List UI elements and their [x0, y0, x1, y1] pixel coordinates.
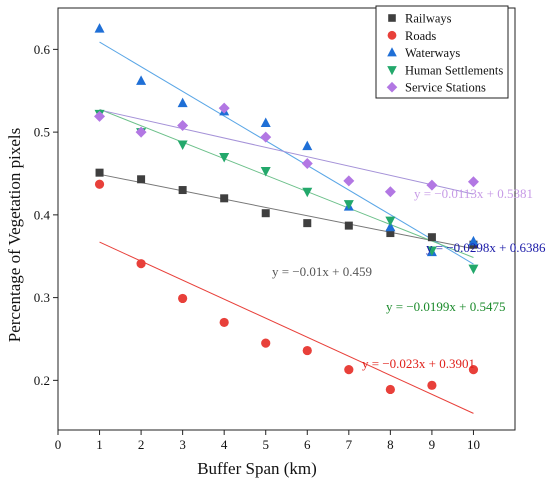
trend-line-roads: [99, 241, 474, 414]
data-point-human-settlements: [219, 152, 230, 163]
data-point-railways: [220, 194, 229, 203]
x-tick-label: 5: [262, 437, 269, 452]
x-tick-label: 6: [304, 437, 311, 452]
data-point-waterways: [260, 117, 271, 128]
trend-equations: y = −0.01x + 0.459 y = −0.023x + 0.3901 y …: [272, 186, 546, 371]
x-tick-label: 9: [429, 437, 436, 452]
x-tick-label: 10: [467, 437, 480, 452]
trend-equation-waterways: y = −0.0298x + 0.6386: [426, 240, 546, 255]
data-point-service-stations: [218, 102, 230, 114]
data-point-railways: [261, 209, 270, 218]
legend-marker-human-settlements: [387, 66, 397, 76]
legend-marker-waterways: [387, 47, 397, 57]
legend-marker-railways: [388, 14, 396, 22]
trend-line-waterways: [99, 41, 474, 265]
trend-line-service-stations: [99, 109, 474, 195]
data-points: [94, 23, 479, 395]
data-point-roads: [261, 338, 271, 348]
y-tick-label: 0.6: [34, 42, 51, 57]
y-tick-label: 0.2: [34, 373, 50, 388]
data-point-service-stations: [343, 175, 355, 187]
x-tick-label: 7: [346, 437, 353, 452]
legend: Railways Roads Waterways Human Settlements S…: [375, 5, 509, 99]
data-point-roads: [94, 179, 105, 189]
axes: 0 1 2 3 4 5 6 7 8 9 10 0.2 0.3 0.4 0.5 0.6: [34, 7, 516, 452]
data-point-service-stations: [177, 119, 189, 131]
data-point-waterways: [302, 140, 313, 151]
x-tick-label: 4: [221, 437, 228, 452]
data-point-human-settlements: [468, 264, 479, 275]
y-axis-title: Percentage of Vegetation pixels: [5, 128, 24, 342]
data-point-human-settlements: [260, 167, 271, 177]
legend-marker-service-stations: [386, 81, 398, 93]
trend-equation-human-settlements: y = −0.0199x + 0.5475: [386, 299, 506, 314]
plot-frame: [57, 7, 516, 431]
x-tick-label: 2: [138, 437, 145, 452]
data-point-railways: [344, 221, 353, 230]
data-point-roads: [302, 345, 312, 356]
data-point-service-stations: [467, 176, 479, 188]
data-point-roads: [219, 317, 229, 328]
data-point-human-settlements: [177, 140, 188, 151]
data-point-railways: [137, 175, 146, 184]
legend-label-roads: Roads: [405, 29, 436, 43]
data-point-service-stations: [135, 126, 147, 138]
x-tick-label: 8: [387, 437, 394, 452]
y-tick-label: 0.5: [34, 125, 50, 140]
legend-box: [375, 5, 509, 99]
data-point-waterways: [136, 75, 147, 85]
data-point-service-stations: [301, 158, 313, 170]
data-point-roads: [178, 293, 188, 304]
data-point-railways: [386, 229, 395, 238]
data-point-service-stations: [426, 179, 438, 191]
data-point-waterways: [468, 235, 479, 246]
data-point-roads: [427, 380, 437, 390]
trend-equation-roads: y = −0.023x + 0.3901: [362, 356, 475, 371]
x-tick-label: 1: [96, 437, 103, 452]
trend-equation-service-stations: y = −0.0113x + 0.5381: [414, 186, 533, 201]
data-point-waterways: [385, 221, 396, 232]
y-tick-label: 0.4: [34, 207, 51, 222]
x-axis-title: Buffer Span (km): [197, 459, 317, 478]
data-point-railways: [178, 186, 187, 195]
legend-label-railways: Railways: [405, 12, 452, 26]
trend-equation-railways: y = −0.01x + 0.459: [272, 264, 372, 279]
legend-label-service-stations: Service Stations: [405, 81, 486, 95]
trend-line-railways: [99, 173, 474, 250]
data-point-service-stations: [260, 131, 272, 143]
data-point-roads: [468, 364, 479, 375]
data-point-human-settlements: [302, 187, 313, 198]
legend-marker-roads: [387, 30, 397, 40]
data-point-roads: [344, 364, 354, 375]
trend-lines: [99, 41, 474, 414]
data-point-railways: [303, 219, 312, 228]
data-point-roads: [136, 259, 146, 269]
y-tick-label: 0.3: [34, 290, 50, 305]
x-tick-label: 0: [55, 437, 62, 452]
data-point-human-settlements: [385, 216, 396, 227]
data-point-service-stations: [94, 110, 106, 122]
data-point-waterways: [94, 23, 105, 33]
x-tick-label: 3: [179, 437, 186, 452]
data-point-railways: [95, 168, 104, 177]
data-point-human-settlements: [343, 200, 354, 210]
trend-line-human-settlements: [99, 108, 474, 258]
data-point-service-stations: [384, 186, 396, 198]
data-point-waterways: [177, 97, 188, 108]
legend-label-human-settlements: Human Settlements: [405, 63, 503, 77]
data-point-human-settlements: [426, 246, 437, 256]
legend-label-waterways: Waterways: [405, 46, 460, 60]
data-point-roads: [385, 384, 395, 395]
data-point-railways: [427, 233, 436, 242]
